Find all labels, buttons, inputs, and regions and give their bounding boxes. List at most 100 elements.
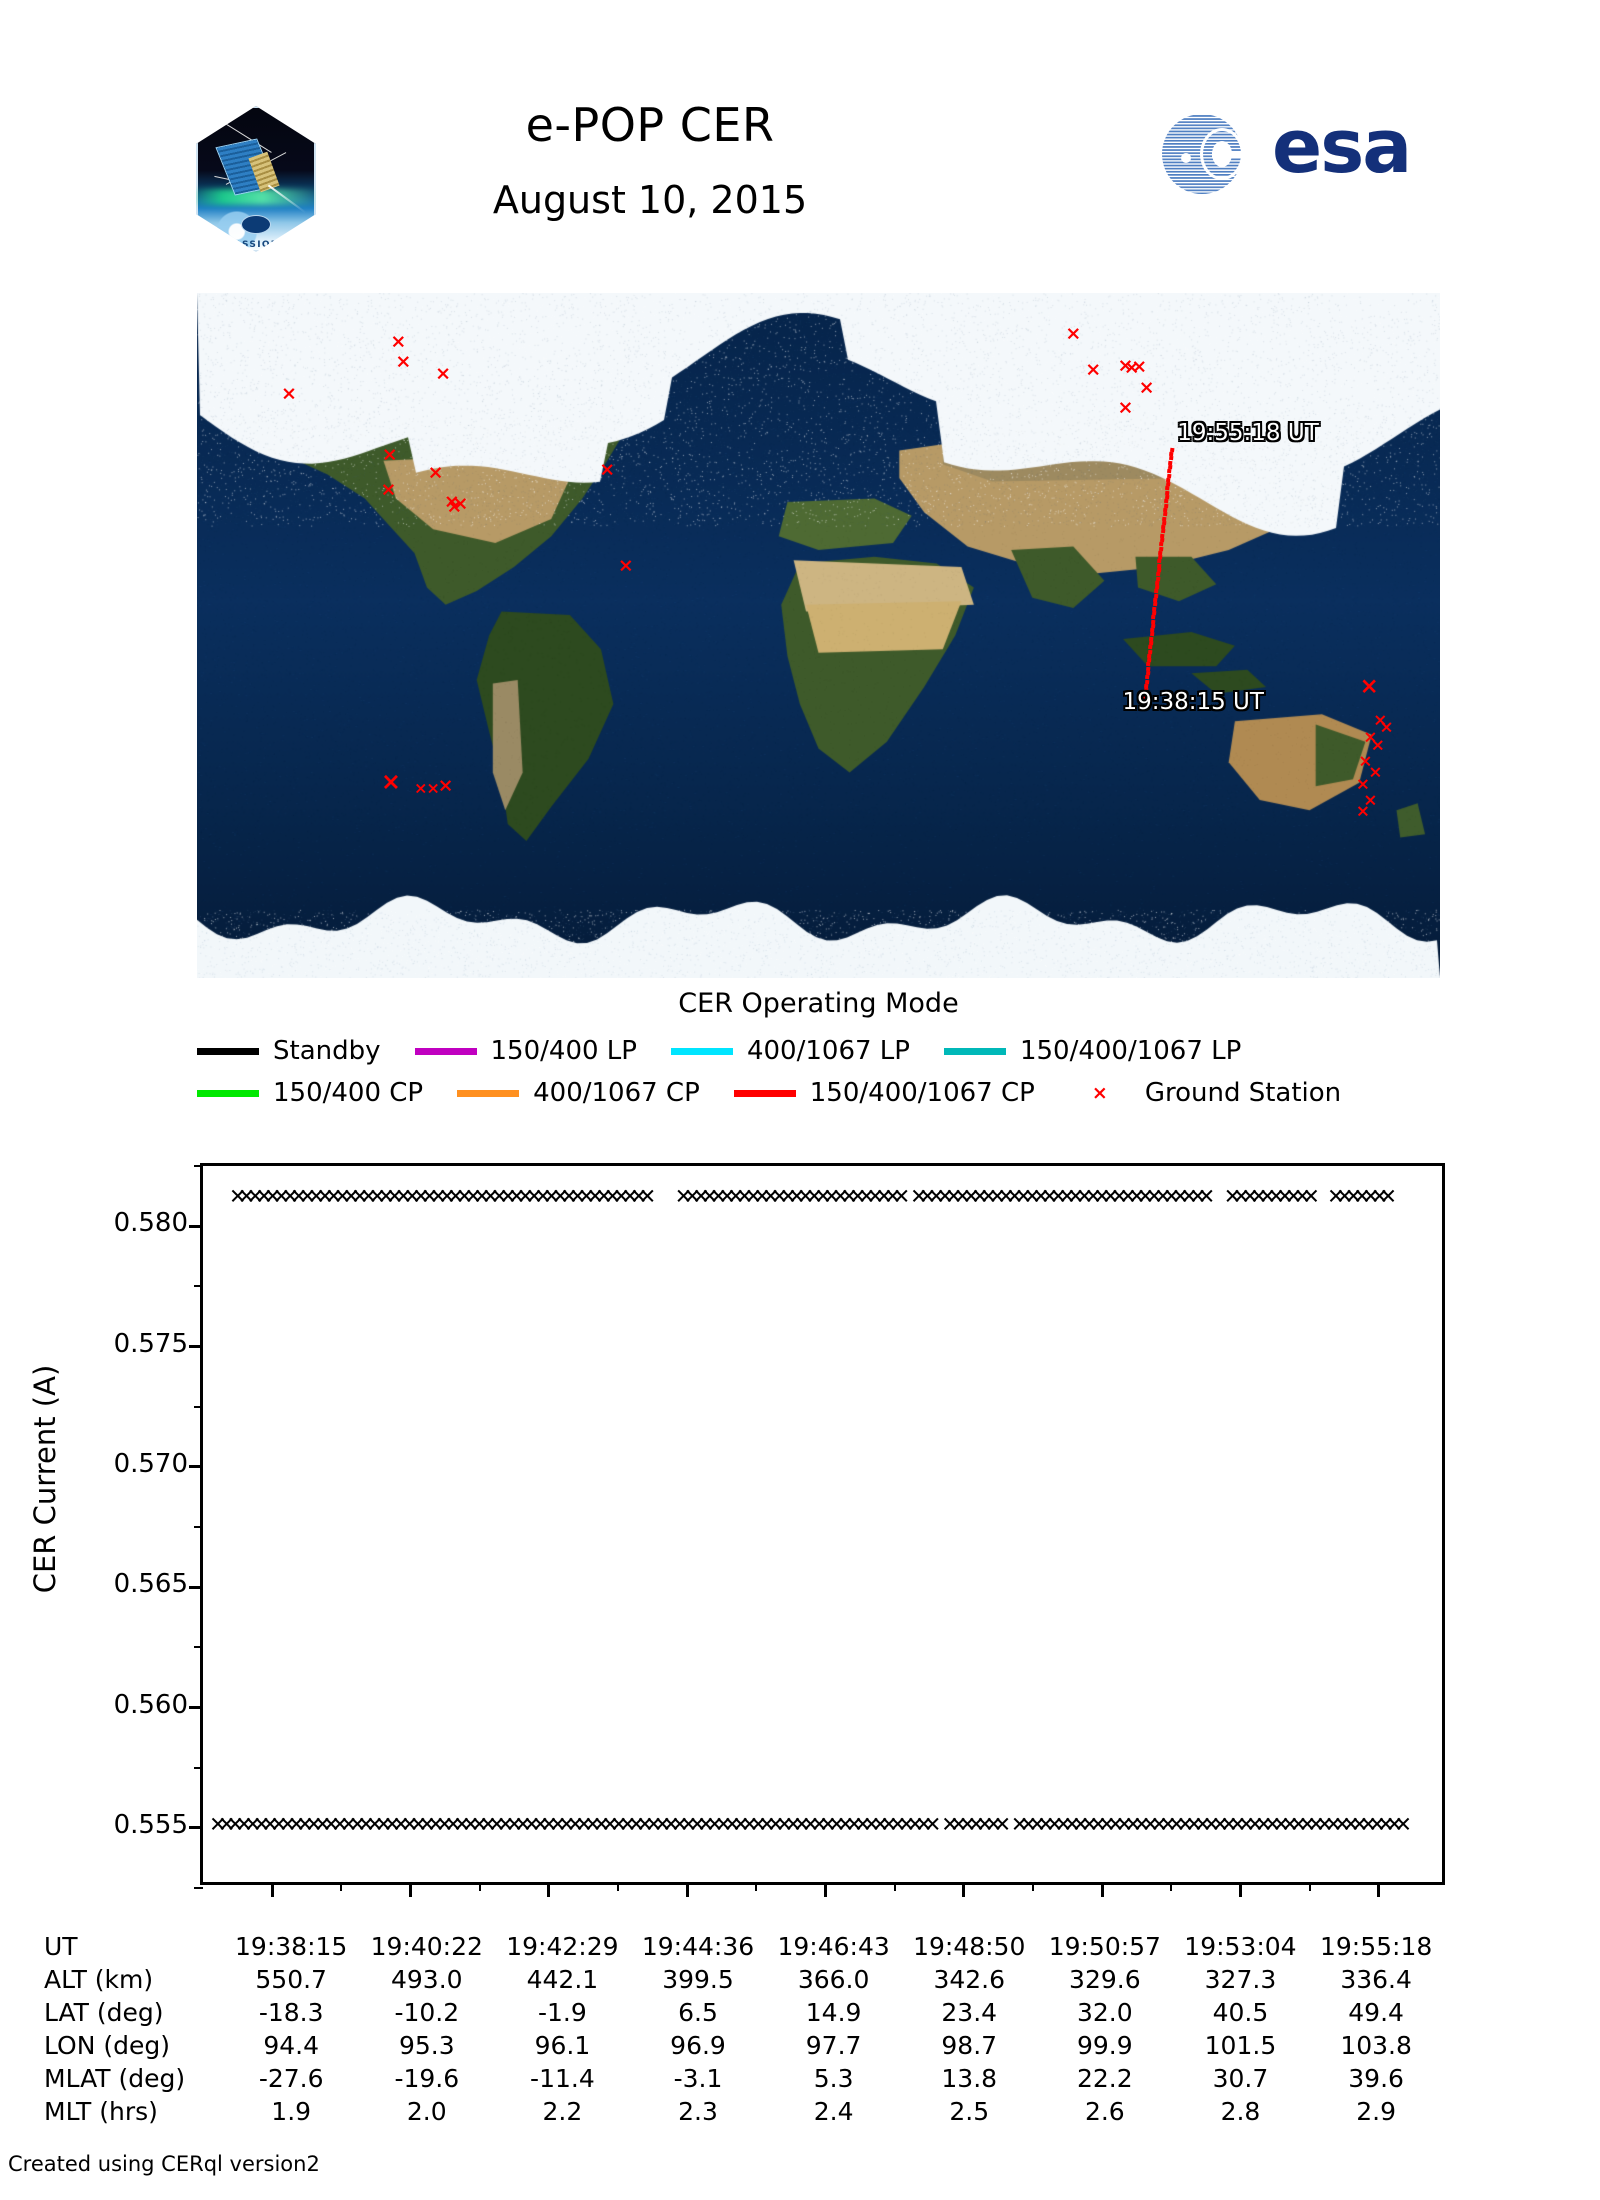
y-axis-tick-label: 0.575: [28, 1329, 188, 1359]
table-cell: -3.1: [630, 2062, 766, 2095]
table-cell: 19:55:18: [1308, 1930, 1444, 1963]
satellite-track-segment: [1155, 585, 1159, 590]
table-cell: 32.0: [1037, 1996, 1173, 2029]
ground-station-marker: ×: [618, 556, 634, 575]
table-row: UT 19:38:15 19:40:22 19:42:29 19:44:36 19:46:…: [44, 1930, 1444, 1963]
table-row: MLAT (deg) -27.6 -19.6 -11.4 -3.1 5.3 13.8 22.2…: [44, 2062, 1444, 2095]
table-cell: 96.1: [495, 2029, 631, 2062]
satellite-track-segment: [1170, 447, 1174, 452]
ground-station-marker: ×: [1368, 763, 1382, 782]
legend-item[interactable]: × Ground Station: [1069, 1078, 1341, 1108]
table-cell: 2.5: [901, 2095, 1037, 2128]
track-end-time-label: 19:55:18 UT: [1177, 420, 1319, 446]
table-cell: 96.9: [630, 2029, 766, 2062]
table-cell: 19:53:04: [1173, 1930, 1309, 1963]
legend-item[interactable]: Standby: [197, 1036, 381, 1066]
satellite-track-segment: [1149, 636, 1153, 641]
satellite-track-segment: [1154, 593, 1158, 598]
satellite-track-segment: [1150, 628, 1154, 633]
y-axis-tick-label: 0.555: [28, 1810, 188, 1840]
legend-color-swatch: [197, 1090, 259, 1097]
table-cell: 97.7: [766, 2029, 902, 2062]
table-row-label: LON (deg): [44, 2029, 223, 2062]
satellite-track-segment: [1147, 658, 1151, 663]
table-cell: 19:40:22: [359, 1930, 495, 1963]
legend-label: 400/1067 CP: [533, 1078, 700, 1108]
table-cell: -19.6: [359, 2062, 495, 2095]
y-axis-tick-label: 0.580: [28, 1208, 188, 1238]
ground-station-legend-icon: ×: [1069, 1082, 1131, 1104]
x-axis-major-tick: [547, 1882, 550, 1897]
table-cell: 19:46:43: [766, 1930, 902, 1963]
ground-station-marker: ×: [435, 364, 451, 383]
table-cell: -11.4: [495, 2062, 631, 2095]
table-cell: -10.2: [359, 1996, 495, 2029]
satellite-track-segment: [1165, 490, 1169, 495]
table-cell: 19:38:15: [223, 1930, 359, 1963]
legend: Standby 150/400 LP 400/1067 LP 150/400/1067…: [197, 1030, 1440, 1114]
table-row-label: UT: [44, 1930, 223, 1963]
x-axis-minor-tick: [755, 1882, 757, 1891]
satellite-track-segment: [1145, 679, 1149, 684]
table-row-label: LAT (deg): [44, 1996, 223, 2029]
table-cell: 13.8: [901, 2062, 1037, 2095]
satellite-track-segment: [1148, 649, 1152, 654]
x-axis-minor-tick: [617, 1882, 619, 1891]
cassiope-mission-logo: CASSIOPE: [196, 106, 316, 252]
x-axis-major-tick: [271, 1882, 274, 1897]
y-axis-major-tick: [189, 1586, 203, 1589]
legend-item[interactable]: 400/1067 LP: [671, 1036, 910, 1066]
legend-item[interactable]: 150/400 CP: [197, 1078, 423, 1108]
y-axis-major-tick: [189, 1225, 203, 1228]
table-cell: 99.9: [1037, 2029, 1173, 2062]
table-cell: 94.4: [223, 2029, 359, 2062]
satellite-track-segment: [1153, 598, 1157, 603]
table-cell: 493.0: [359, 1963, 495, 1996]
ground-station-marker: ×: [1139, 378, 1155, 397]
satellite-track-segment: [1151, 619, 1155, 624]
table-cell: 2.4: [766, 2095, 902, 2128]
legend-item[interactable]: 400/1067 CP: [457, 1078, 700, 1108]
ground-station-marker: ×: [1118, 399, 1134, 418]
data-point-marker: ✕: [639, 1187, 657, 1208]
world-map-panel[interactable]: × × × × × × × × × × × × × × × × × × × × × × × × × × × × × × × × × 19:55:1…: [197, 293, 1440, 978]
satellite-track-segment: [1153, 602, 1157, 607]
table-cell: 342.6: [901, 1963, 1037, 1996]
table-cell: 550.7: [223, 1963, 359, 1996]
table-cell: -18.3: [223, 1996, 359, 2029]
satellite-track-segment: [1156, 572, 1160, 577]
legend-item[interactable]: 150/400 LP: [415, 1036, 637, 1066]
table-cell: 49.4: [1308, 1996, 1444, 2029]
table-cell: 22.2: [1037, 2062, 1173, 2095]
data-point-marker: ✕: [1379, 1187, 1397, 1208]
table-cell: 442.1: [495, 1963, 631, 1996]
esa-wordmark: esa: [1272, 104, 1410, 190]
y-axis-minor-tick: [194, 1887, 203, 1889]
cer-current-plot[interactable]: ✕ ✕ ✕ ✕ ✕ ✕ ✕ ✕ ✕ ✕ ✕ ✕ ✕ ✕ ✕ ✕ ✕ ✕ ✕ ✕ ✕ ✕ ✕ ✕ ✕ ✕ ✕ ✕ ✕ ✕ ✕ ✕ ✕ ✕ ✕ ✕ ✕ ✕ ✕ ✕…: [200, 1163, 1445, 1885]
ground-station-marker: ×: [453, 494, 469, 513]
y-axis-tick-label: 0.570: [28, 1449, 188, 1479]
legend-item[interactable]: 150/400/1067 CP: [734, 1078, 1035, 1108]
x-axis-major-tick: [824, 1882, 827, 1897]
ground-station-marker: ×: [390, 333, 406, 352]
table-cell: 14.9: [766, 1996, 902, 2029]
satellite-track-segment: [1145, 675, 1149, 680]
satellite-track-segment: [1157, 563, 1161, 568]
table-cell: 2.0: [359, 2095, 495, 2128]
esa-emblem-icon: [1160, 112, 1264, 196]
y-axis-minor-tick: [194, 1767, 203, 1769]
ground-station-marker: ×: [395, 353, 411, 372]
table-row: ALT (km) 550.7 493.0 442.1 399.5 366.0 342.6 32…: [44, 1963, 1444, 1996]
x-axis-major-tick: [409, 1882, 412, 1897]
table-cell: 40.5: [1173, 1996, 1309, 2029]
x-axis-minor-tick: [479, 1882, 481, 1891]
legend-label: 150/400/1067 CP: [810, 1078, 1035, 1108]
ground-station-marker: ×: [281, 384, 297, 403]
satellite-track-segment: [1156, 576, 1160, 581]
satellite-track-segment: [1164, 499, 1168, 504]
table-cell: 336.4: [1308, 1963, 1444, 1996]
world-map-image: [197, 293, 1440, 978]
legend-label: Ground Station: [1145, 1078, 1341, 1108]
table-cell: 103.8: [1308, 2029, 1444, 2062]
legend-item[interactable]: 150/400/1067 LP: [944, 1036, 1241, 1066]
